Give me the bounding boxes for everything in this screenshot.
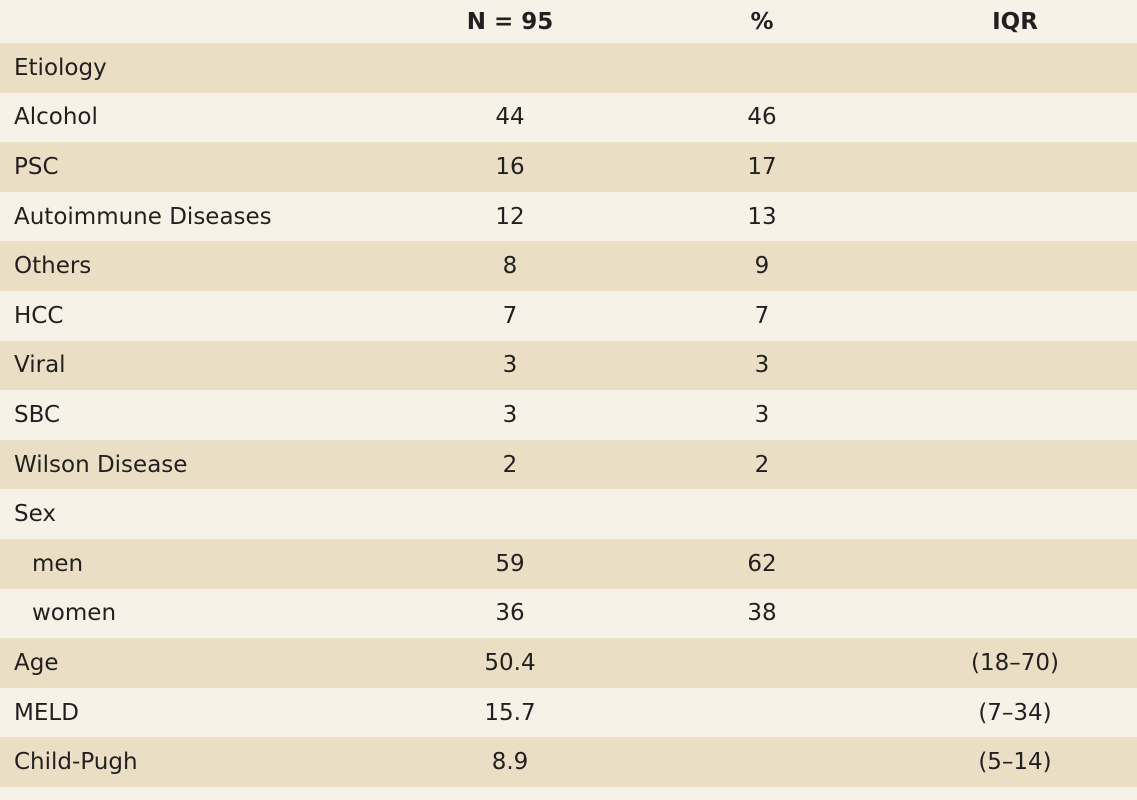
cell-n: 50.4 [484, 649, 536, 676]
row-label: Age [14, 649, 59, 676]
cell-n: 8 [502, 253, 518, 280]
cell-n: 8.9 [491, 749, 529, 776]
cell-pct: 62 [747, 550, 777, 577]
cell-pct: 17 [747, 153, 777, 180]
cell-pct: 13 [747, 203, 777, 230]
cell-pct: 3 [754, 401, 770, 428]
table-row: Viral 3 3 [0, 340, 1137, 391]
table-row: Child-Pugh 8.9 (5–14) [0, 737, 1137, 787]
table-row: PSC 16 17 [0, 142, 1137, 192]
cell-pct: 46 [747, 104, 777, 131]
table-row: Wilson Disease 2 2 [0, 439, 1137, 490]
row-label: Viral [14, 352, 66, 379]
cell-n: 36 [495, 600, 525, 627]
cell-iqr: (5–14) [978, 749, 1052, 776]
cell-n: 16 [495, 153, 525, 180]
cell-pct: 9 [754, 253, 770, 280]
cell-n: 12 [495, 203, 525, 230]
table-row: Autoimmune Diseases 12 13 [0, 192, 1137, 242]
cell-n: 3 [502, 401, 518, 428]
table-row: Sex [0, 489, 1137, 539]
row-label: MELD [14, 699, 79, 726]
row-label: Sex [14, 501, 56, 528]
header-row: N = 95 % IQR [0, 0, 1137, 43]
table-row: Etiology [0, 43, 1137, 93]
row-label: Others [14, 253, 92, 280]
table-row: Others 8 9 [0, 241, 1137, 291]
row-label: Wilson Disease [14, 451, 188, 478]
table-row: men 59 62 [0, 539, 1137, 589]
row-label: Etiology [14, 54, 107, 81]
cell-pct: 38 [747, 600, 777, 627]
table-row: MELD 15.7 (7–34) [0, 688, 1137, 738]
cell-n: 2 [502, 451, 518, 478]
row-label: men [32, 550, 84, 577]
cell-pct: 7 [754, 302, 770, 329]
cell-n: 59 [495, 550, 525, 577]
row-label: women [32, 600, 117, 627]
header-cell: % [750, 8, 774, 35]
cell-iqr: (18–70) [971, 649, 1059, 676]
cell-n: 3 [502, 352, 518, 379]
row-label: PSC [14, 153, 59, 180]
cell-n: 15.7 [484, 699, 536, 726]
cell-n: 44 [495, 104, 525, 131]
table-row: Alcohol 44 46 [0, 93, 1137, 143]
table-row: Age 50.4 (18–70) [0, 638, 1137, 688]
header-cell: N = 95 [466, 8, 554, 35]
cell-n: 7 [502, 302, 518, 329]
cell-pct: 2 [754, 451, 770, 478]
table-row: HCC 7 7 [0, 291, 1137, 341]
cell-iqr: (7–34) [978, 699, 1052, 726]
table-row: SBC 3 3 [0, 390, 1137, 440]
row-label: Child-Pugh [14, 749, 138, 776]
row-label: SBC [14, 401, 61, 428]
row-label: Autoimmune Diseases [14, 203, 272, 230]
cell-pct: 3 [754, 352, 770, 379]
row-label: Alcohol [14, 104, 98, 131]
table-row: women 36 38 [0, 589, 1137, 639]
header-cell: IQR [992, 8, 1038, 35]
row-label: HCC [14, 302, 64, 329]
